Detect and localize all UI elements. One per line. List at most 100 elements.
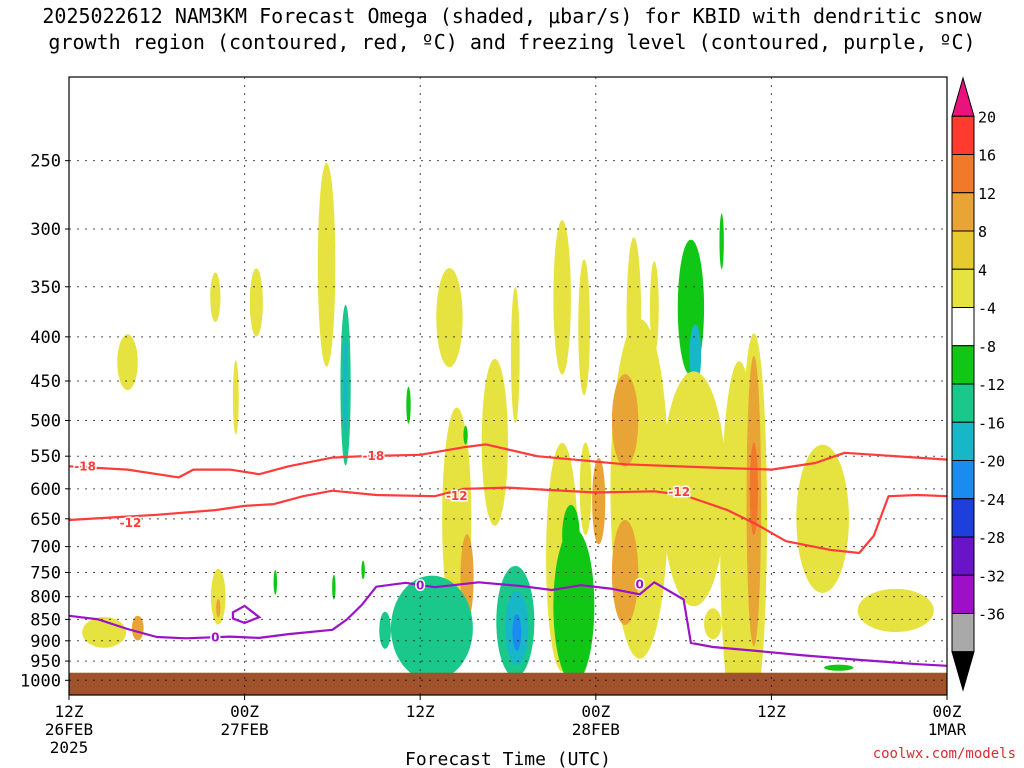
y-tick-label-500: 500 xyxy=(30,411,61,431)
y-tick-label-750: 750 xyxy=(30,563,61,583)
x-tick-label-0-1: 26FEB xyxy=(45,720,93,739)
colorbar-segment-4 xyxy=(951,230,975,270)
x-tick-label-0-0: 12Z xyxy=(55,702,84,721)
colorbar-label-4: 4 xyxy=(978,261,987,279)
colorbar-segment-13 xyxy=(951,574,975,614)
colorbar-label-7: -12 xyxy=(978,376,1005,394)
contour-loop-0 xyxy=(231,604,262,625)
omega-cell-33 xyxy=(749,442,758,536)
colorbar-segment-14 xyxy=(951,613,975,653)
omega-cell-24 xyxy=(579,442,592,536)
colorbar-segment-2 xyxy=(951,154,975,194)
omega-cell-50 xyxy=(406,386,411,424)
omega-cell-48 xyxy=(332,574,336,600)
colorbar-segment-12 xyxy=(951,536,975,576)
contour-line--12 xyxy=(69,486,947,555)
colorbar-label-6: -8 xyxy=(978,338,996,356)
x-tick-label-48-0: 12Z xyxy=(757,702,786,721)
contour-label--18-1: -18 xyxy=(363,449,385,463)
y-tick-label-450: 450 xyxy=(30,372,61,392)
omega-cell-28 xyxy=(611,519,639,625)
colorbar-label-12: -32 xyxy=(978,567,1005,585)
y-tick-label-900: 900 xyxy=(30,632,61,652)
omega-cell-18 xyxy=(210,568,226,625)
y-tick-label-600: 600 xyxy=(30,480,61,500)
contour-label-0-1: 0 xyxy=(416,579,424,593)
omega-cell-20 xyxy=(481,358,508,526)
contour-label--12-1: -12 xyxy=(446,489,468,503)
omega-cell-17 xyxy=(131,615,144,641)
colorbar-label-9: -20 xyxy=(978,453,1005,471)
x-tick-label-60-1: 1MAR xyxy=(928,720,967,739)
contour-label--12-2: -12 xyxy=(668,485,690,499)
x-tick-label-12-0: 00Z xyxy=(230,702,259,721)
omega-cell-27 xyxy=(611,374,639,467)
x-tick-label-36-0: 00Z xyxy=(581,702,610,721)
omega-cell-0 xyxy=(117,334,138,390)
colorbar-label-5: -4 xyxy=(978,300,996,318)
y-tick-label-250: 250 xyxy=(30,152,61,172)
colorbar-label-2: 12 xyxy=(978,185,996,203)
omega-cell-49 xyxy=(361,560,365,580)
colorbar-segment-9 xyxy=(951,421,975,461)
omega-cell-44 xyxy=(562,504,580,567)
omega-cell-5 xyxy=(436,268,463,368)
omega-cell-10 xyxy=(649,261,659,354)
omega-cell-45 xyxy=(824,664,854,671)
y-tick-label-700: 700 xyxy=(30,538,61,558)
colorbar-label-8: -16 xyxy=(978,414,1005,432)
colorbar-segment-0 xyxy=(951,76,975,117)
omega-cell-43 xyxy=(553,528,595,684)
contour-line--18 xyxy=(69,443,947,479)
colorbar-segment-15 xyxy=(951,651,975,692)
omega-cell-39 xyxy=(421,595,460,652)
omega-cell-35 xyxy=(857,588,934,633)
omega-cell-15 xyxy=(719,213,724,270)
watermark-text: coolwx.com/models xyxy=(872,746,1016,762)
chart-title-line2: growth region (contoured, red, ºC) and f… xyxy=(48,30,976,54)
y-tick-label-800: 800 xyxy=(30,588,61,608)
x-tick-label-36-1: 28FEB xyxy=(572,720,620,739)
chart-title-line1: 2025022612 NAM3KM Forecast Omega (shaded… xyxy=(42,4,982,28)
colorbar-segment-5 xyxy=(951,268,975,308)
colorbar-segment-1 xyxy=(951,115,975,155)
omega-cell-47 xyxy=(273,569,278,595)
colorbar-segment-7 xyxy=(951,345,975,385)
terrain-fill xyxy=(69,672,947,695)
x-tick-label-12-1: 27FEB xyxy=(221,720,269,739)
omega-cell-1 xyxy=(210,272,221,323)
contour-label--18-0: -18 xyxy=(74,459,96,473)
omega-cell-42 xyxy=(512,613,522,651)
y-tick-label-850: 850 xyxy=(30,610,61,630)
omega-cell-25 xyxy=(592,457,606,545)
omega-cell-7 xyxy=(553,220,571,375)
omega-cell-4 xyxy=(317,162,336,367)
omega-cell-12 xyxy=(343,335,348,435)
omega-cell-37 xyxy=(379,611,391,649)
colorbar-segment-11 xyxy=(951,498,975,538)
contour-label--12-0: -12 xyxy=(120,516,142,530)
contour-label-0-0: 0 xyxy=(211,630,219,644)
colorbar: 20 16 12 8 4 -4 -8 -12 -16 -20 -24 -28 -32 -36 xyxy=(951,76,1005,692)
omega-cell-19 xyxy=(216,598,221,618)
omega-cell-14 xyxy=(689,324,702,387)
y-tick-label-300: 300 xyxy=(30,220,61,240)
colorbar-label-11: -28 xyxy=(978,529,1005,547)
contours: -18 -18 -12 -12 -12 0 0 0 xyxy=(69,443,947,667)
omega-cell-3 xyxy=(232,360,239,435)
omega-cell-8 xyxy=(578,259,590,396)
colorbar-label-1: 16 xyxy=(978,147,996,165)
colorbar-segment-10 xyxy=(951,460,975,500)
colorbar-segment-8 xyxy=(951,383,975,423)
x-axis-title: Forecast Time (UTC) xyxy=(405,749,611,768)
colorbar-label-0: 20 xyxy=(978,108,996,126)
x-tick-label-0-2: 2025 xyxy=(50,738,89,757)
contour-label-0-2: 0 xyxy=(636,577,644,591)
y-tick-label-550: 550 xyxy=(30,447,61,467)
omega-cell-2 xyxy=(249,268,263,337)
omega-cell-6 xyxy=(510,287,520,424)
omega-shading xyxy=(82,162,934,695)
colorbar-label-13: -36 xyxy=(978,606,1005,624)
x-tick-label-24-0: 12Z xyxy=(406,702,435,721)
y-tick-label-350: 350 xyxy=(30,278,61,298)
